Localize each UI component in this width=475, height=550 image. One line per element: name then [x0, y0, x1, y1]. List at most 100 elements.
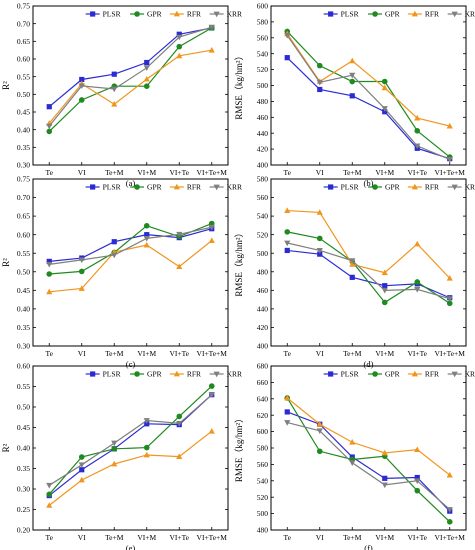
y-tick-label: 0.50	[17, 90, 30, 99]
data-point-plsr	[79, 467, 85, 473]
data-point-rfr	[284, 207, 291, 213]
y-tick-label: 420	[257, 145, 269, 154]
data-point-rfr	[143, 75, 150, 82]
data-point-gpr	[176, 43, 183, 50]
y-tick-label: 660	[257, 378, 269, 387]
y-tick-label: 0.40	[17, 125, 30, 134]
data-point-krr	[284, 33, 291, 39]
y-tick-label: 0.70	[17, 193, 30, 202]
data-point-gpr	[284, 229, 291, 235]
data-point-krr	[284, 240, 291, 247]
data-point-plsr	[349, 93, 355, 99]
series-line-rfr	[49, 240, 213, 293]
data-point-plsr	[144, 59, 150, 66]
y-tick-label: 540	[257, 49, 269, 58]
data-point-gpr	[46, 271, 53, 277]
x-tick-label: VI+Te+M	[197, 168, 228, 177]
legend-marker-krr	[451, 371, 458, 378]
x-tick-label: VI+Te	[169, 349, 189, 358]
data-point-gpr	[414, 279, 421, 285]
y-axis-label: R²	[1, 443, 11, 452]
y-tick-label: 0.60	[17, 362, 30, 371]
data-point-gpr	[316, 235, 323, 242]
x-tick-label: VI+M	[375, 168, 394, 177]
data-point-rfr	[78, 285, 85, 291]
legend-marker-gpr	[134, 184, 140, 190]
x-tick-label: VI+Te+M	[435, 168, 466, 177]
legend-label-rfr: RFR	[425, 370, 439, 379]
x-tick-label: Te+M	[343, 349, 362, 358]
y-tick-label: 520	[257, 65, 269, 74]
y-tick-label: 500	[257, 249, 269, 258]
data-point-plsr	[46, 104, 52, 110]
y-tick-label: 0.55	[17, 249, 30, 258]
x-tick-label: VI+Te+M	[197, 533, 228, 542]
data-point-plsr	[144, 232, 150, 238]
y-tick-label: 0.35	[17, 143, 30, 152]
legend-label-rfr: RFR	[187, 10, 201, 19]
legend: PLSR GPR RFR KRR	[85, 183, 242, 192]
data-point-krr	[78, 462, 85, 469]
y-tick-label: 0.35	[17, 323, 30, 332]
data-point-krr	[143, 418, 150, 424]
legend-marker-plsr	[328, 184, 334, 190]
legend-label-krr: KRR	[465, 10, 475, 19]
legend-label-gpr: GPR	[385, 10, 400, 19]
x-tick-label: VI+M	[137, 168, 156, 177]
y-tick-label: 640	[257, 394, 269, 403]
data-point-krr	[414, 143, 421, 150]
legend-label-plsr: PLSR	[103, 370, 121, 379]
legend-label-gpr: GPR	[385, 183, 400, 192]
legend-label-plsr: PLSR	[341, 370, 359, 379]
x-tick-label: VI	[78, 168, 86, 177]
legend-label-gpr: GPR	[147, 183, 162, 192]
data-point-plsr	[414, 474, 420, 481]
legend-label-krr: KRR	[227, 183, 242, 192]
data-point-rfr	[46, 502, 53, 508]
legend-marker-rfr	[173, 370, 180, 377]
data-point-rfr	[349, 439, 356, 445]
y-tick-label: 560	[257, 460, 269, 469]
y-tick-label: 560	[257, 33, 269, 42]
y-tick-label: 500	[257, 509, 269, 518]
data-point-gpr	[381, 78, 388, 85]
data-point-rfr	[381, 449, 388, 456]
data-point-gpr	[208, 383, 215, 389]
legend-marker-rfr	[173, 10, 180, 17]
y-tick-label: 520	[257, 230, 269, 239]
x-tick-label: VI+M	[375, 533, 394, 542]
x-tick-label: VI+Te	[407, 168, 427, 177]
data-point-plsr	[176, 31, 182, 37]
data-point-plsr	[382, 283, 388, 289]
legend-marker-krr	[451, 184, 458, 191]
series-line-rfr	[48, 49, 212, 124]
y-tick-label: 680	[257, 362, 269, 371]
data-point-krr	[446, 507, 453, 513]
data-point-rfr	[176, 453, 183, 460]
series-line-krr	[48, 26, 212, 127]
y-tick-label: 0.60	[17, 230, 30, 239]
legend-label-krr: KRR	[465, 183, 475, 192]
y-tick-label: 500	[257, 81, 269, 90]
data-point-krr	[176, 231, 183, 238]
y-tick-label: 0.65	[17, 212, 30, 221]
legend-marker-krr	[213, 11, 220, 18]
data-point-krr	[143, 65, 150, 72]
data-point-gpr	[78, 97, 85, 103]
series-line-krr	[286, 35, 450, 160]
legend-label-krr: KRR	[227, 10, 242, 19]
legend-marker-plsr	[90, 371, 96, 377]
y-tick-label: 0.30	[17, 342, 30, 351]
y-axis-label: RMSE（kg/hm²）	[234, 228, 244, 296]
plot-frame	[270, 178, 467, 347]
data-point-gpr	[446, 519, 453, 525]
series-line-gpr	[286, 397, 451, 523]
chart-panel-c: 0.30 0.35 0.40 0.45 0.50 0.55 0.60 0.65 0.70 0.75…	[1, 175, 242, 369]
data-point-plsr	[284, 247, 290, 254]
y-tick-label: 460	[257, 113, 269, 122]
panel-caption: (b)	[364, 178, 374, 188]
data-point-rfr	[111, 101, 118, 107]
data-point-krr	[176, 421, 183, 427]
y-tick-label: 560	[257, 193, 269, 202]
